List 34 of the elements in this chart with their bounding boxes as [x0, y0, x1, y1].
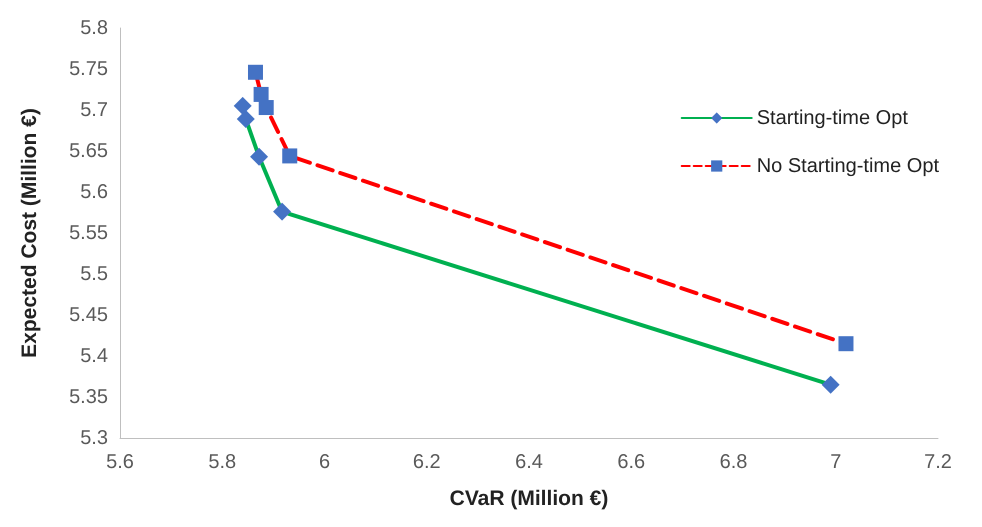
y-tick-label: 5.65	[69, 140, 108, 162]
x-tick-label: 5.8	[208, 451, 236, 473]
y-tick-label: 5.4	[80, 345, 108, 367]
point	[254, 86, 269, 102]
legend-label: No Starting-time Opt	[756, 155, 940, 177]
y-tick-label: 5.6	[80, 181, 108, 203]
x-tick-label: 6.8	[720, 451, 748, 473]
x-axis-title: CVaR (Million €)	[450, 487, 608, 510]
point	[258, 100, 274, 116]
x-tick-label: 7.2	[924, 451, 952, 473]
x-tick-label: 6.4	[515, 451, 543, 473]
point	[838, 336, 854, 352]
y-axis-title: Expected Cost (Million €)	[18, 108, 41, 358]
y-tick-label: 5.45	[69, 304, 108, 326]
x-tick-label: 6	[318, 451, 330, 473]
legend-label: Starting-time Opt	[756, 107, 908, 129]
point	[250, 148, 268, 166]
point	[822, 376, 840, 394]
x-tick-label: 6.2	[412, 451, 441, 473]
y-tick-label: 5.35	[69, 386, 108, 408]
y-tick-label: 5.7	[80, 99, 108, 121]
point	[248, 64, 263, 80]
point	[236, 110, 255, 128]
y-tick-label: 5.8	[80, 17, 108, 39]
y-tick-label: 5.5	[80, 263, 108, 285]
x-tick-label: 5.6	[106, 451, 134, 473]
point	[282, 148, 298, 164]
x-tick-label: 7	[830, 451, 842, 473]
y-tick-label: 5.75	[69, 58, 108, 80]
x-tick-label: 6.6	[617, 451, 646, 473]
point	[273, 202, 292, 221]
y-tick-label: 5.55	[69, 222, 108, 244]
y-tick-label: 5.3	[80, 427, 108, 449]
point	[234, 96, 252, 115]
